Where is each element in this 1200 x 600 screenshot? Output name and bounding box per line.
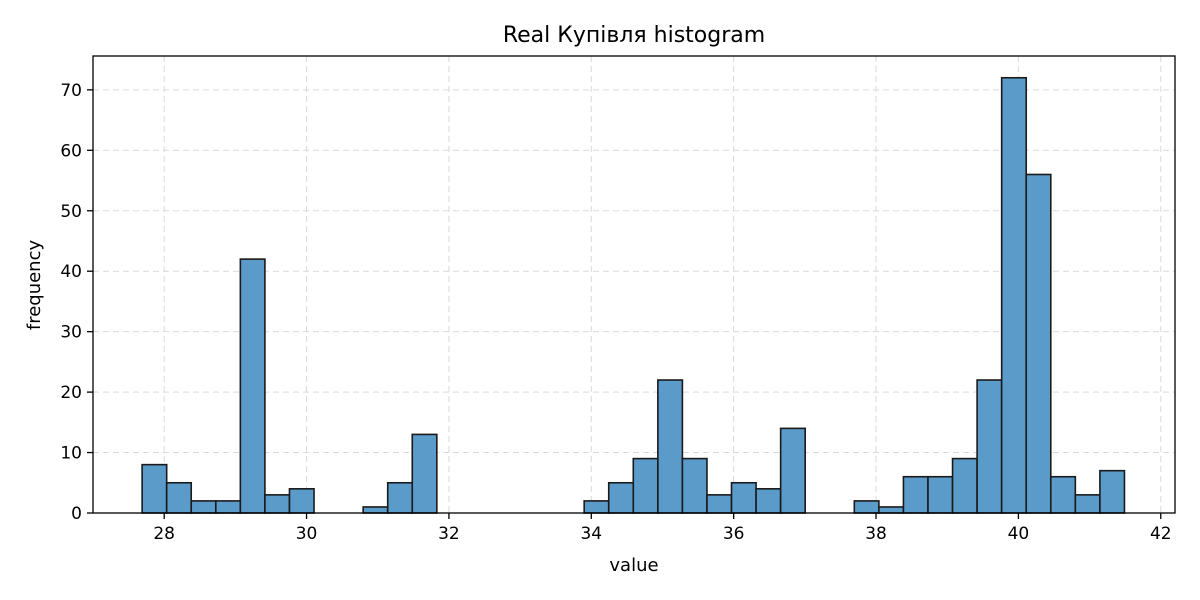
bars (141, 76, 1126, 514)
x-tick-label: 36 (723, 524, 745, 544)
histogram-bar (878, 506, 905, 514)
y-tick-label: 30 (60, 323, 82, 343)
histogram-bar (755, 488, 782, 514)
histogram-bar (681, 457, 708, 514)
histogram-bar (411, 433, 438, 514)
y-tick-label: 10 (60, 444, 82, 464)
histogram-bar (902, 475, 929, 514)
x-tick-label: 42 (1150, 524, 1172, 544)
x-axis-label: value (609, 555, 658, 576)
plot-frame (92, 55, 1176, 514)
histogram-bar (362, 506, 389, 514)
histogram-bar (190, 500, 217, 514)
histogram-bar (1025, 173, 1052, 514)
histogram-bar (607, 481, 635, 514)
x-axis-ticks: 28 30 32 34 36 38 40 42 (153, 513, 1172, 544)
y-tick-label: 60 (60, 141, 82, 161)
x-tick-label: 32 (438, 524, 460, 544)
histogram-bar (632, 457, 659, 514)
x-tick-label: 40 (1008, 524, 1030, 544)
y-tick-label: 20 (60, 383, 82, 403)
histogram-bar (706, 494, 733, 514)
histogram-bar (264, 494, 291, 514)
histogram-bar (583, 500, 610, 514)
histogram-bar (1000, 76, 1028, 514)
x-tick-label: 34 (580, 524, 602, 544)
chart-title: Real Купівля histogram (503, 23, 765, 48)
y-axis-label: frequency (24, 240, 45, 331)
y-tick-label: 40 (60, 262, 82, 282)
x-tick-label: 38 (865, 524, 887, 544)
y-tick-label: 0 (71, 504, 82, 524)
histogram-bar (288, 488, 315, 514)
histogram-bar (976, 379, 1003, 514)
histogram-bar (1074, 494, 1101, 514)
histogram-bar (951, 457, 978, 514)
histogram-bar (730, 481, 757, 514)
histogram-bar (657, 379, 684, 514)
x-tick-label: 30 (296, 524, 318, 544)
histogram-bar (239, 258, 266, 514)
histogram-bar (779, 427, 806, 514)
y-tick-label: 70 (60, 81, 82, 101)
y-tick-label: 50 (60, 202, 82, 222)
histogram-bar (214, 500, 242, 514)
x-tick-label: 28 (153, 524, 175, 544)
histogram-bar (141, 463, 168, 514)
histogram-bar (1049, 475, 1077, 514)
histogram-bar (386, 481, 414, 514)
histogram-bar (1099, 469, 1126, 514)
histogram-bar (165, 481, 193, 514)
histogram-bar (927, 475, 954, 514)
histogram-bar (853, 500, 880, 514)
y-axis-ticks: 0 10 20 30 40 50 60 70 (60, 81, 93, 524)
